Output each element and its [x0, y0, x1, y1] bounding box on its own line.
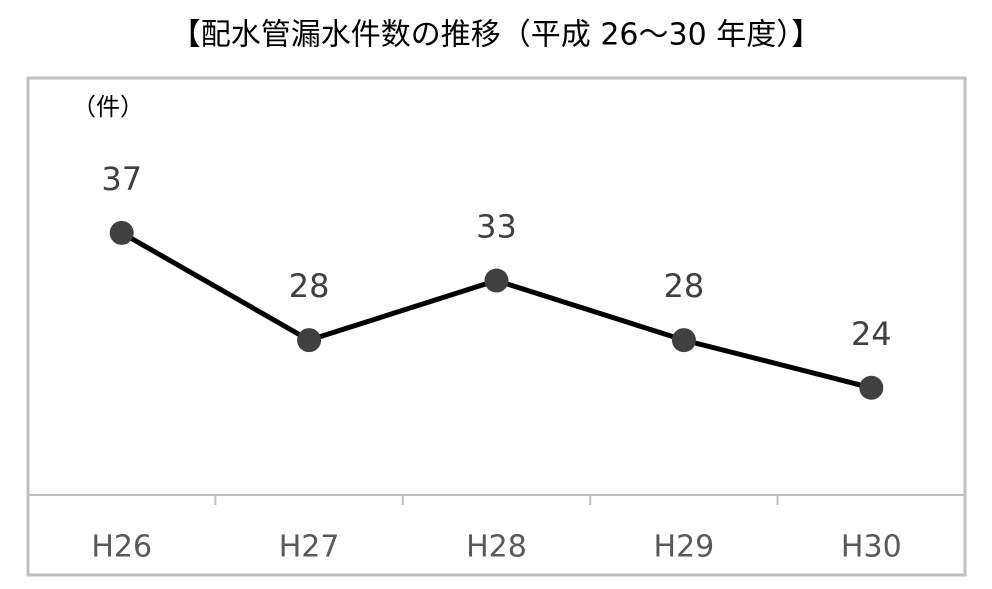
x-tick-label: H30 [841, 530, 902, 565]
data-label: 24 [851, 315, 892, 353]
chart-title: 【配水管漏水件数の推移（平成 26～30 年度）】 [171, 18, 821, 53]
data-line [120, 230, 872, 391]
x-tick-label: H27 [279, 530, 340, 565]
data-point [484, 268, 509, 293]
data-point [859, 375, 884, 400]
data-label: 28 [289, 267, 330, 305]
x-tick-label: H29 [654, 530, 715, 565]
data-label: 33 [476, 208, 517, 246]
data-point [297, 328, 322, 353]
x-tick-label: H28 [466, 530, 527, 565]
plot-frame [26, 76, 967, 577]
data-point [109, 220, 134, 245]
x-tick-label: H26 [91, 530, 152, 565]
data-label: 28 [664, 267, 705, 305]
data-point [671, 328, 696, 353]
unit-label: （件） [72, 93, 144, 121]
data-label: 37 [101, 160, 142, 198]
